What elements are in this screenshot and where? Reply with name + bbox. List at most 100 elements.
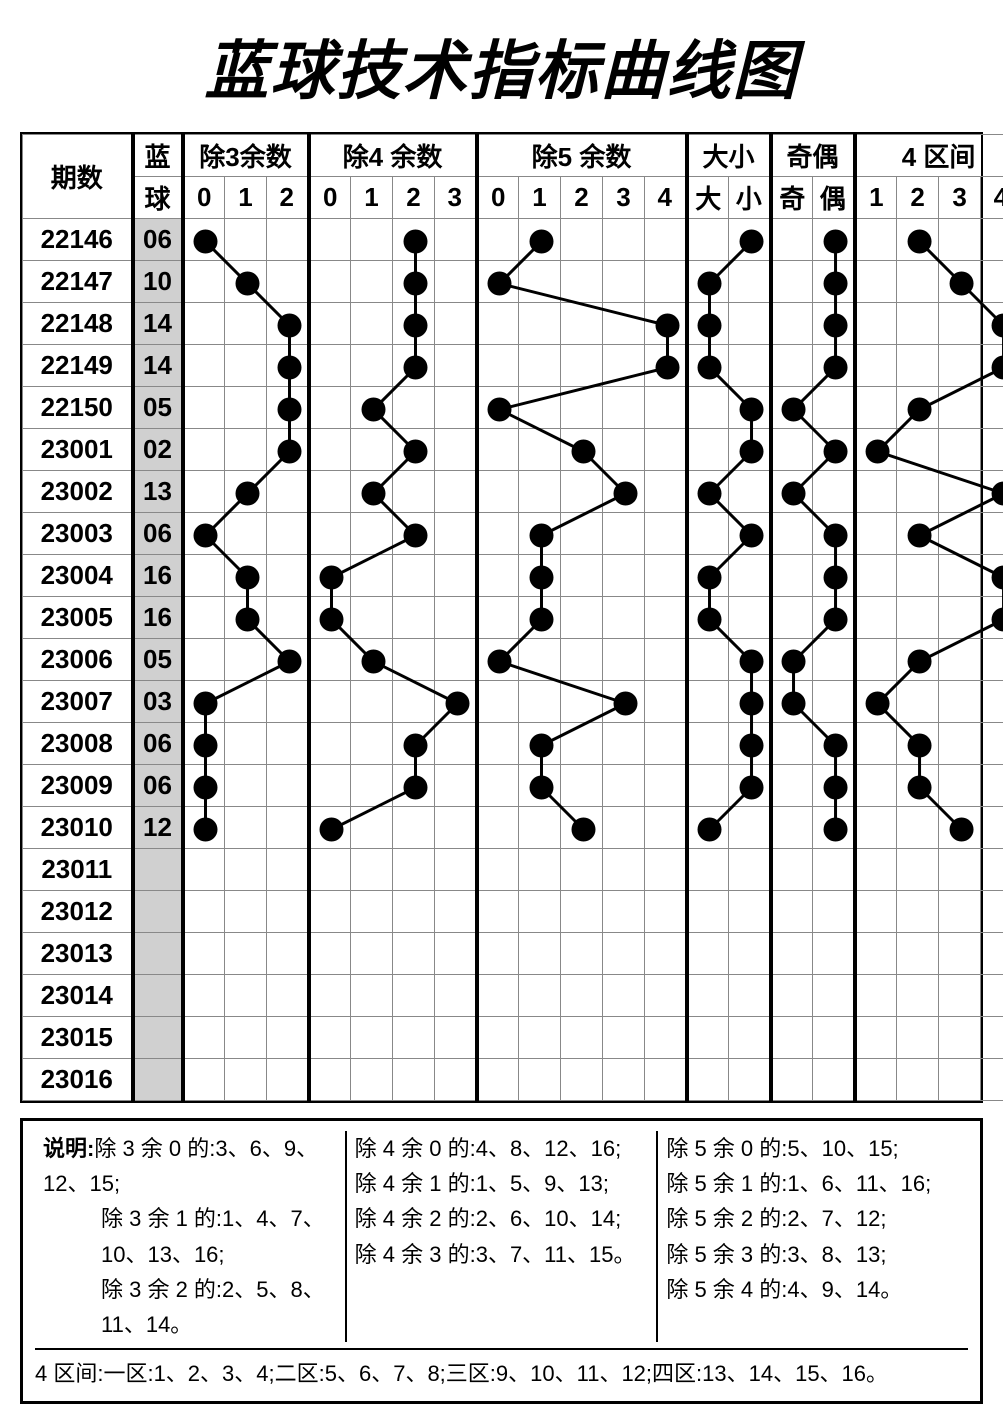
cell-mod5-0 (477, 807, 519, 849)
cell-parity-0 (771, 219, 813, 261)
cell-mod5-1 (519, 387, 561, 429)
table-row: 2300416 (23, 555, 1003, 597)
cell-mod3-2 (267, 429, 309, 471)
cell-mod5-0 (477, 849, 519, 891)
cell-mod3-0 (183, 765, 225, 807)
cell-mod3-2 (267, 471, 309, 513)
cell-mod5-2 (561, 219, 603, 261)
cell-mod5-3 (603, 261, 645, 303)
cell-parity-0 (771, 1017, 813, 1059)
cell-mod3-0 (183, 429, 225, 471)
cell-zone-3 (981, 891, 1003, 933)
cell-mod4-2 (393, 387, 435, 429)
cell-parity-1 (813, 975, 855, 1017)
cell-mod5-3 (603, 681, 645, 723)
cell-mod3-1 (225, 219, 267, 261)
cell-parity-1 (813, 933, 855, 975)
cell-parity-1 (813, 303, 855, 345)
cell-bigsmall-0 (687, 219, 729, 261)
cell-mod4-0 (309, 891, 351, 933)
cell-mod5-2 (561, 765, 603, 807)
cell-zone-0 (855, 765, 897, 807)
cell-mod3-2 (267, 849, 309, 891)
header-sub-4-1: 偶 (813, 177, 855, 219)
header-sub-4-0: 奇 (771, 177, 813, 219)
header-sub-1-1: 1 (351, 177, 393, 219)
cell-mod4-0 (309, 975, 351, 1017)
cell-mod4-3 (435, 1059, 477, 1101)
cell-mod4-3 (435, 387, 477, 429)
cell-bigsmall-1 (729, 555, 771, 597)
cell-zone-2 (939, 891, 981, 933)
cell-mod4-1 (351, 975, 393, 1017)
cell-mod4-3 (435, 891, 477, 933)
cell-mod4-2 (393, 1059, 435, 1101)
cell-zone-1 (897, 891, 939, 933)
legend-mod5-line-4: 除 5 余 4 的:4、9、14。 (666, 1272, 960, 1307)
cell-mod4-1 (351, 1059, 393, 1101)
cell-mod3-1 (225, 975, 267, 1017)
cell-mod3-2 (267, 975, 309, 1017)
cell-zone-3 (981, 471, 1003, 513)
cell-ball: 12 (133, 807, 183, 849)
cell-mod3-0 (183, 1059, 225, 1101)
cell-bigsmall-0 (687, 807, 729, 849)
cell-zone-1 (897, 975, 939, 1017)
cell-bigsmall-0 (687, 891, 729, 933)
table-row: 23014 (23, 975, 1003, 1017)
cell-bigsmall-1 (729, 849, 771, 891)
cell-ball (133, 849, 183, 891)
cell-ball (133, 933, 183, 975)
cell-mod5-2 (561, 261, 603, 303)
cell-ball: 02 (133, 429, 183, 471)
cell-mod5-2 (561, 1017, 603, 1059)
cell-mod3-0 (183, 303, 225, 345)
cell-mod5-2 (561, 387, 603, 429)
cell-zone-3 (981, 345, 1003, 387)
chart-table: 期数蓝除3余数除4 余数除5 余数大小奇偶4 区间球012012301234大小… (22, 134, 1003, 1101)
cell-mod4-1 (351, 1017, 393, 1059)
cell-bigsmall-1 (729, 261, 771, 303)
cell-mod5-3 (603, 345, 645, 387)
cell-bigsmall-0 (687, 723, 729, 765)
cell-mod5-4 (645, 933, 687, 975)
cell-mod5-0 (477, 387, 519, 429)
cell-mod5-4 (645, 219, 687, 261)
cell-zone-2 (939, 387, 981, 429)
cell-zone-1 (897, 807, 939, 849)
cell-bigsmall-1 (729, 723, 771, 765)
cell-mod4-2 (393, 723, 435, 765)
table-row: 23015 (23, 1017, 1003, 1059)
cell-bigsmall-0 (687, 597, 729, 639)
legend-mod4-line-3: 除 4 余 3 的:3、7、11、15。 (355, 1237, 649, 1272)
cell-mod4-3 (435, 681, 477, 723)
cell-mod5-4 (645, 513, 687, 555)
header-sub-1-2: 2 (393, 177, 435, 219)
cell-mod3-1 (225, 429, 267, 471)
header-sub-5-3: 4 (981, 177, 1003, 219)
cell-mod4-0 (309, 1017, 351, 1059)
cell-mod5-4 (645, 681, 687, 723)
cell-zone-1 (897, 933, 939, 975)
cell-parity-1 (813, 1059, 855, 1101)
cell-bigsmall-1 (729, 1059, 771, 1101)
header-sub-3-0: 大 (687, 177, 729, 219)
cell-mod4-0 (309, 219, 351, 261)
header-sub-0-1: 1 (225, 177, 267, 219)
cell-mod3-2 (267, 387, 309, 429)
cell-mod5-2 (561, 975, 603, 1017)
cell-parity-1 (813, 471, 855, 513)
cell-bigsmall-1 (729, 303, 771, 345)
cell-mod4-3 (435, 303, 477, 345)
cell-period: 22146 (23, 219, 133, 261)
cell-mod5-4 (645, 555, 687, 597)
cell-mod5-1 (519, 219, 561, 261)
cell-parity-0 (771, 933, 813, 975)
cell-mod3-2 (267, 639, 309, 681)
cell-mod5-4 (645, 303, 687, 345)
cell-zone-2 (939, 345, 981, 387)
cell-mod3-1 (225, 387, 267, 429)
cell-mod5-1 (519, 723, 561, 765)
legend-mod4-line-2: 除 4 余 2 的:2、6、10、14; (355, 1201, 649, 1236)
cell-mod4-3 (435, 1017, 477, 1059)
